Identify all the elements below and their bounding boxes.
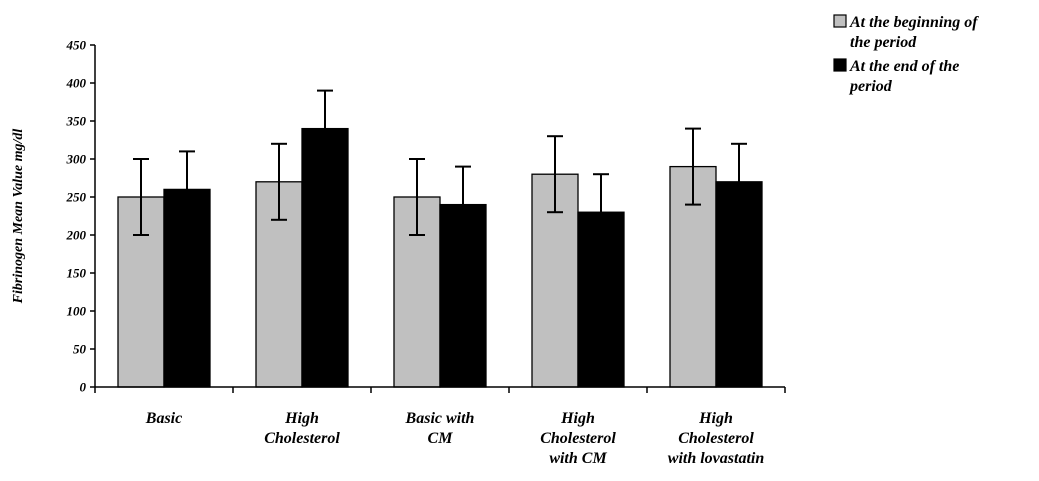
- bars-layer: [117, 127, 763, 388]
- y-ticks-layer: 0 50 100 150 200 250 300 350 400 450: [66, 38, 95, 395]
- y-tick-label: 350: [66, 114, 87, 129]
- category-label: High Cholesterol with CM: [540, 410, 616, 467]
- category-label-line: Cholesterol: [540, 430, 616, 447]
- x-categories-layer: Basic High Cholesterol Basic with CM High Chol…: [145, 410, 765, 467]
- y-tick-label: 50: [73, 342, 87, 357]
- legend: At the beginning of the period At the end …: [833, 14, 979, 95]
- axes-layer: [94, 45, 786, 393]
- category-label-line: Cholesterol: [264, 430, 340, 447]
- category-label: High Cholesterol with lovastatin: [668, 410, 765, 467]
- y-tick-label: 150: [67, 266, 87, 281]
- legend-swatch-0: [833, 14, 847, 28]
- legend-label: period: [848, 78, 893, 95]
- category-label-line: High: [698, 410, 733, 427]
- legend-label: the period: [850, 34, 917, 51]
- category-label-line: Basic: [145, 410, 182, 427]
- category-label-line: with CM: [549, 450, 607, 467]
- category-label-line: High: [560, 410, 595, 427]
- legend-label: At the beginning of: [849, 14, 979, 31]
- category-label-line: with lovastatin: [668, 450, 765, 467]
- y-tick-label: 400: [66, 76, 87, 91]
- y-tick-label: 450: [66, 38, 87, 53]
- y-tick-label: 0: [80, 380, 87, 395]
- legend-swatch-1: [833, 58, 847, 72]
- category-label: Basic with CM: [405, 410, 475, 447]
- y-tick-label: 200: [66, 228, 87, 243]
- y-tick-label: 300: [66, 152, 87, 167]
- y-tick-label: 100: [67, 304, 87, 319]
- category-label-line: Cholesterol: [678, 430, 754, 447]
- category-label-line: CM: [428, 430, 454, 447]
- category-label-line: High: [284, 410, 319, 427]
- error-bars-layer: [133, 89, 747, 252]
- y-axis-title: Fibrinogen Mean Value mg/dl: [11, 129, 26, 305]
- legend-label: At the end of the: [849, 58, 959, 75]
- category-label: Basic: [145, 410, 182, 427]
- bar-1-1: [301, 127, 349, 388]
- category-label: High Cholesterol: [264, 410, 340, 447]
- y-tick-label: 250: [66, 190, 87, 205]
- category-label-line: Basic with: [405, 410, 475, 427]
